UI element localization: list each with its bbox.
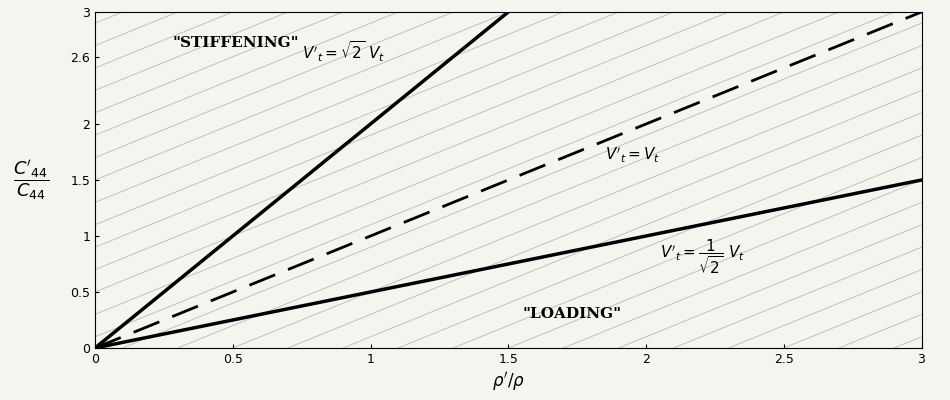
Text: "LOADING": "LOADING" (522, 307, 621, 322)
Text: $V'_t = \sqrt{2}\ V_t$: $V'_t = \sqrt{2}\ V_t$ (302, 39, 385, 64)
Text: "STIFFENING": "STIFFENING" (172, 36, 298, 50)
Text: $V'_t = V_t$: $V'_t = V_t$ (604, 146, 660, 165)
Y-axis label: $\dfrac{C'_{44}}{C_{44}}$: $\dfrac{C'_{44}}{C_{44}}$ (13, 158, 49, 202)
Text: $V'_t = \dfrac{1}{\sqrt{2}}\ V_t$: $V'_t = \dfrac{1}{\sqrt{2}}\ V_t$ (659, 237, 745, 276)
X-axis label: $\rho'/\rho$: $\rho'/\rho$ (492, 370, 524, 393)
